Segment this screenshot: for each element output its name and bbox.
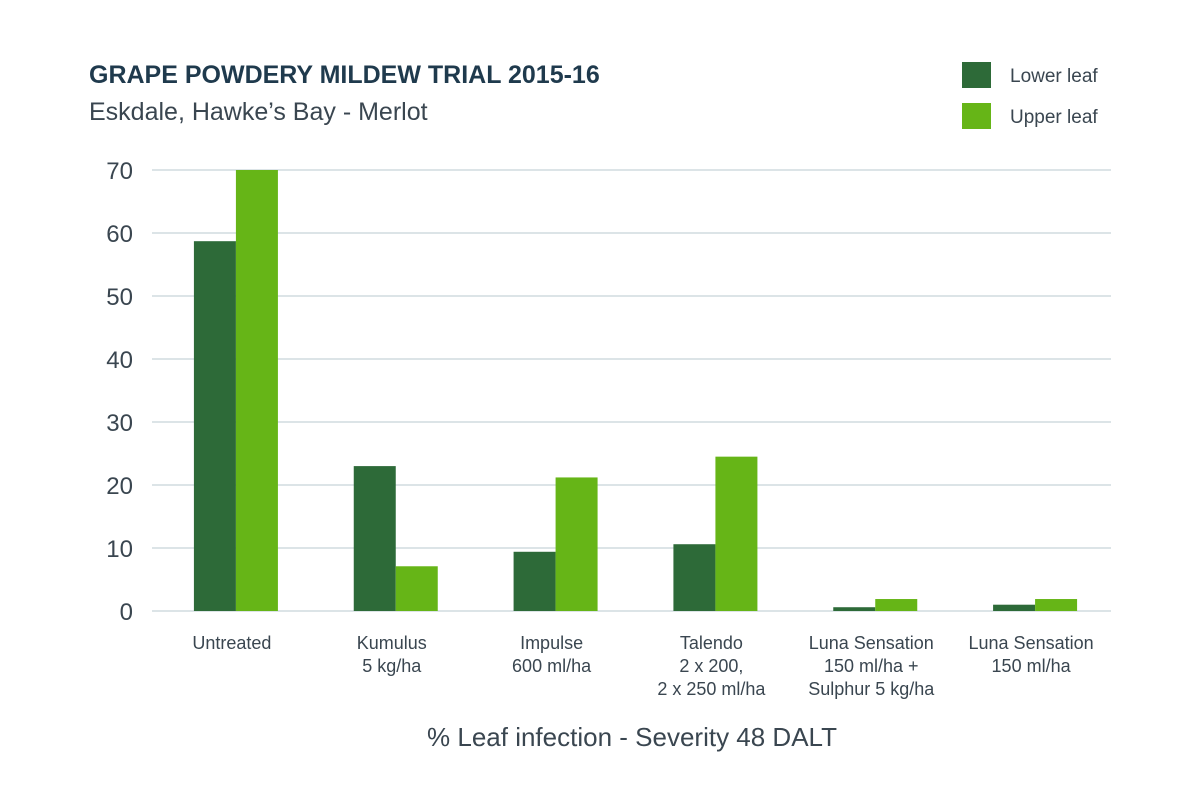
y-axis-ticks: 0 10 20 30 40 50 60 70 bbox=[106, 158, 133, 626]
y-tick-label: 0 bbox=[120, 599, 133, 626]
bar-lower-leaf bbox=[673, 544, 716, 611]
bar-lower-leaf bbox=[993, 604, 1036, 611]
y-tick-label: 40 bbox=[106, 347, 133, 374]
legend-label: Lower leaf bbox=[1010, 66, 1098, 87]
x-tick-label: Kumulus bbox=[357, 633, 427, 653]
legend-swatch bbox=[962, 62, 991, 88]
legend-swatch bbox=[962, 103, 991, 129]
x-tick-label: 150 ml/ha + bbox=[824, 656, 919, 676]
x-tick-label: 600 ml/ha bbox=[512, 656, 592, 676]
bar-upper-leaf bbox=[715, 456, 758, 611]
y-tick-label: 70 bbox=[106, 158, 133, 185]
x-tick-label: Sulphur 5 kg/ha bbox=[808, 679, 935, 699]
y-tick-label: 60 bbox=[106, 221, 133, 248]
bar-lower-leaf bbox=[193, 241, 236, 611]
y-tick-label: 30 bbox=[106, 410, 133, 437]
bars bbox=[193, 170, 1078, 611]
grid-lines bbox=[152, 169, 1111, 612]
x-axis-ticks: Untreated Kumulus 5 kg/ha Impulse 600 ml/ha T… bbox=[192, 633, 1093, 699]
bar-upper-leaf bbox=[875, 599, 918, 611]
x-tick-label: Talendo bbox=[680, 633, 743, 653]
y-tick-label: 20 bbox=[106, 473, 133, 500]
bar-lower-leaf bbox=[513, 551, 556, 611]
bar-lower-leaf bbox=[353, 466, 396, 611]
chart-title: GRAPE POWDERY MILDEW TRIAL 2015-16 bbox=[89, 61, 600, 89]
y-tick-label: 50 bbox=[106, 284, 133, 311]
bar-upper-leaf bbox=[395, 566, 438, 611]
x-tick-label: Impulse bbox=[520, 633, 583, 653]
x-tick-label: 150 ml/ha bbox=[992, 656, 1072, 676]
bar-upper-leaf bbox=[555, 477, 598, 611]
x-tick-label: Untreated bbox=[192, 633, 271, 653]
y-tick-label: 10 bbox=[106, 536, 133, 563]
x-tick-label: 2 x 200, bbox=[679, 656, 743, 676]
bar-upper-leaf bbox=[235, 170, 278, 611]
x-tick-label: Luna Sensation bbox=[969, 633, 1094, 653]
chart-subtitle: Eskdale, Hawke’s Bay - Merlot bbox=[89, 98, 428, 126]
legend-label: Upper leaf bbox=[1010, 107, 1098, 128]
bar-upper-leaf bbox=[1035, 599, 1078, 611]
bar-lower-leaf bbox=[833, 607, 876, 611]
legend: Lower leaf Upper leaf bbox=[962, 62, 1098, 129]
x-tick-label: Luna Sensation bbox=[809, 633, 934, 653]
x-axis-label: % Leaf infection - Severity 48 DALT bbox=[427, 722, 837, 752]
x-tick-label: 2 x 250 ml/ha bbox=[657, 679, 766, 699]
x-tick-label: 5 kg/ha bbox=[362, 656, 422, 676]
